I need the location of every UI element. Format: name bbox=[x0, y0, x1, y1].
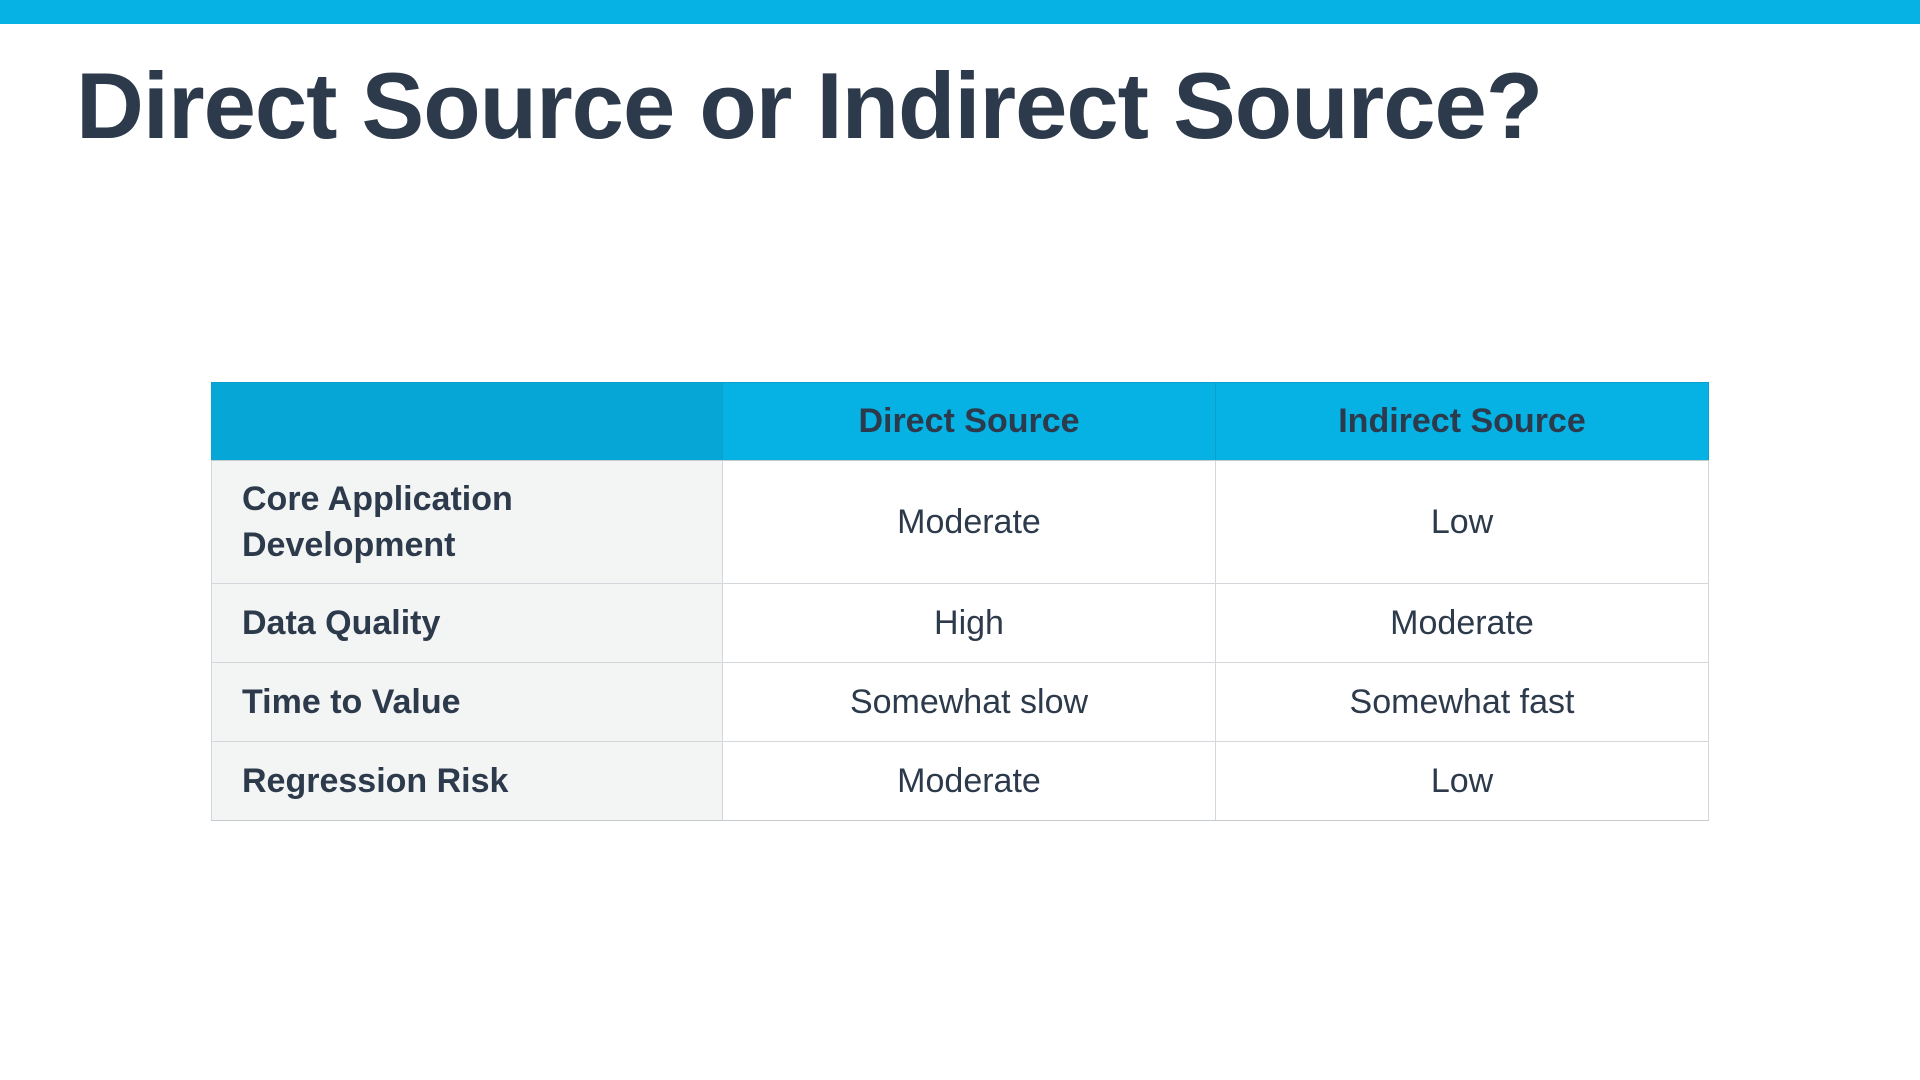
indirect-source-cell: Somewhat fast bbox=[1215, 662, 1709, 742]
table-header-indirect-source: Indirect Source bbox=[1215, 382, 1709, 461]
table-row: Time to Value Somewhat slow Somewhat fas… bbox=[211, 662, 1709, 742]
table-row: Regression Risk Moderate Low bbox=[211, 741, 1709, 821]
table-row: Core Application Development Moderate Lo… bbox=[211, 460, 1709, 584]
indirect-source-cell: Moderate bbox=[1215, 583, 1709, 663]
slide-title: Direct Source or Indirect Source? bbox=[76, 53, 1543, 158]
direct-source-cell: High bbox=[722, 583, 1216, 663]
table-header-direct-source: Direct Source bbox=[722, 382, 1216, 461]
direct-source-cell: Somewhat slow bbox=[722, 662, 1216, 742]
table-header-row: Direct Source Indirect Source bbox=[211, 382, 1709, 461]
row-label: Core Application Development bbox=[211, 460, 723, 584]
direct-source-cell: Moderate bbox=[722, 741, 1216, 821]
table-row: Data Quality High Moderate bbox=[211, 583, 1709, 663]
row-label: Time to Value bbox=[211, 662, 723, 742]
top-accent-bar bbox=[0, 0, 1920, 24]
direct-source-cell: Moderate bbox=[722, 460, 1216, 584]
indirect-source-cell: Low bbox=[1215, 460, 1709, 584]
indirect-source-cell: Low bbox=[1215, 741, 1709, 821]
table-header-corner bbox=[211, 382, 723, 461]
comparison-table: Direct Source Indirect Source Core Appli… bbox=[211, 382, 1709, 821]
row-label: Regression Risk bbox=[211, 741, 723, 821]
row-label: Data Quality bbox=[211, 583, 723, 663]
